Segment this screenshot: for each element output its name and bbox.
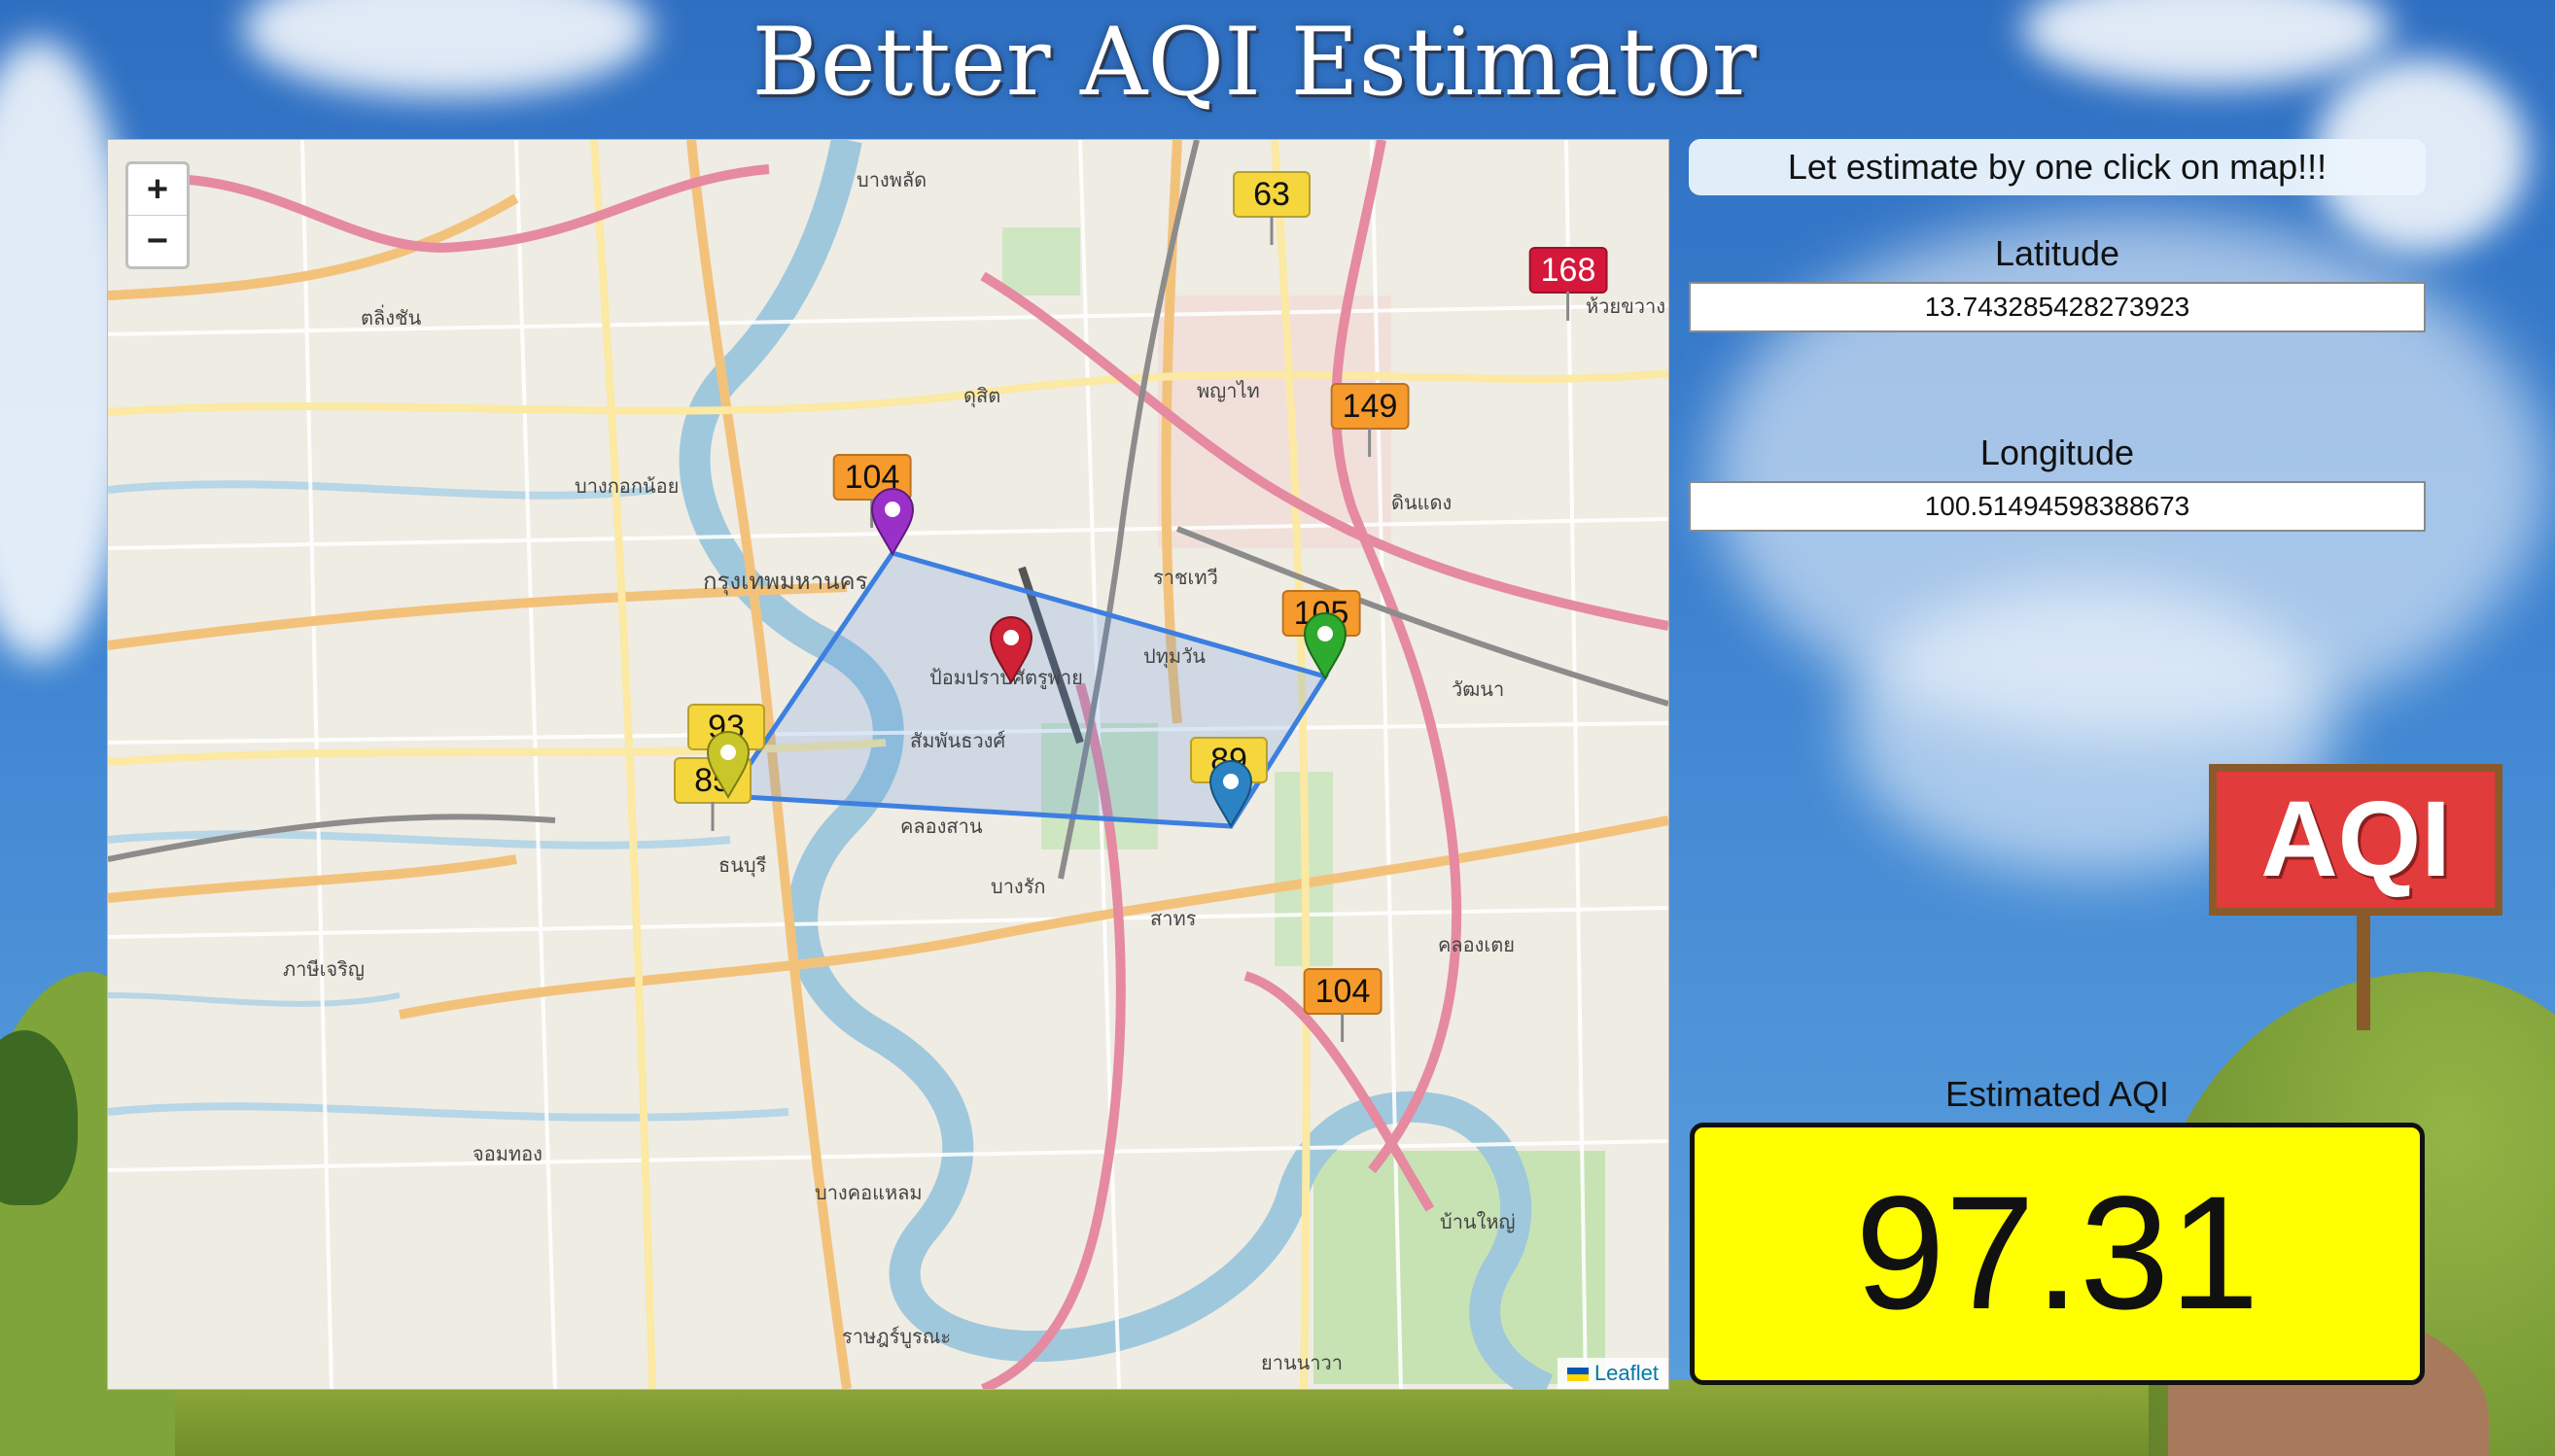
longitude-label: Longitude [1979,433,2135,472]
place-label: ดุสิต [963,384,1000,408]
latitude-label: Latitude [1994,233,2120,273]
place-label: บ้านใหญ่ [1440,1210,1516,1233]
latitude-field[interactable] [1689,282,2426,332]
zoom-out-button[interactable]: − [128,215,187,266]
park-area [1313,1151,1605,1384]
map-marker-purple[interactable] [870,488,915,556]
leaflet-link[interactable]: Leaflet [1593,1361,1659,1385]
place-label: ดินแดง [1391,491,1452,514]
estimated-aqi-label: Estimated AQI [1944,1074,2170,1114]
place-label: บางพลัด [857,168,927,191]
place-label: ตลิ่งชัน [361,304,422,329]
aqi-station-badge[interactable]: 63 [1233,171,1311,218]
place-label: บางรัก [991,875,1046,898]
aqi-station-badge[interactable]: 104 [1303,968,1382,1015]
place-label: บางกอกน้อย [575,474,679,498]
park-area [1002,227,1080,295]
longitude-field[interactable] [1689,481,2426,532]
map-marker-yellow[interactable] [706,731,751,799]
place-label: คลองสาน [900,815,983,838]
aqi-sign: AQI [2209,764,2502,916]
place-label: ราชเทวี [1153,566,1218,589]
map[interactable]: กรุงเทพมหานคร ป้อมปราบศัตรูพ่าย สัมพันธว… [107,139,1669,1390]
place-label: ห้วยขวาง [1586,295,1665,318]
place-label: พญาไท [1197,379,1260,402]
map-tiles[interactable]: กรุงเทพมหานคร ป้อมปราบศัตรูพ่าย สัมพันธว… [108,140,1668,1389]
place-label: ภาษีเจริญ [283,957,365,981]
place-label: จอมทอง [472,1142,542,1165]
place-label: กรุงเทพมหานคร [703,568,868,596]
instruction-banner: Let estimate by one click on map!!! [1689,139,2426,195]
river [679,140,1554,1389]
place-label: คลองเตย [1438,933,1515,956]
place-label: วัฒนา [1452,677,1504,701]
map-marker-blue[interactable] [1208,760,1253,828]
place-label: บางคอแหลม [815,1181,923,1204]
place-label: ราษฎร์บูรณะ [842,1325,951,1349]
grass-ground [0,1380,2555,1456]
place-label: ปทุมวัน [1143,644,1206,669]
zoom-in-button[interactable]: + [146,169,169,210]
sign-post [2357,914,2370,1030]
map-marker-red[interactable] [989,616,1033,684]
place-label: สาทร [1150,907,1197,930]
aqi-station-badge[interactable]: 149 [1330,383,1410,430]
map-attribution[interactable]: Leaflet [1557,1358,1668,1389]
zoom-control: + − [125,161,190,269]
aqi-station-badge[interactable]: 168 [1528,247,1608,294]
place-label: สัมพันธวงศ์ [910,729,1005,752]
map-marker-green[interactable] [1303,612,1348,680]
place-label: ยานนาวา [1261,1351,1343,1374]
page-title: Better AQI Estimator [752,8,1757,117]
ukraine-flag-icon [1566,1368,1589,1382]
estimated-aqi-value: 97.31 [1690,1123,2425,1385]
place-label: ธนบุรี [718,853,767,878]
